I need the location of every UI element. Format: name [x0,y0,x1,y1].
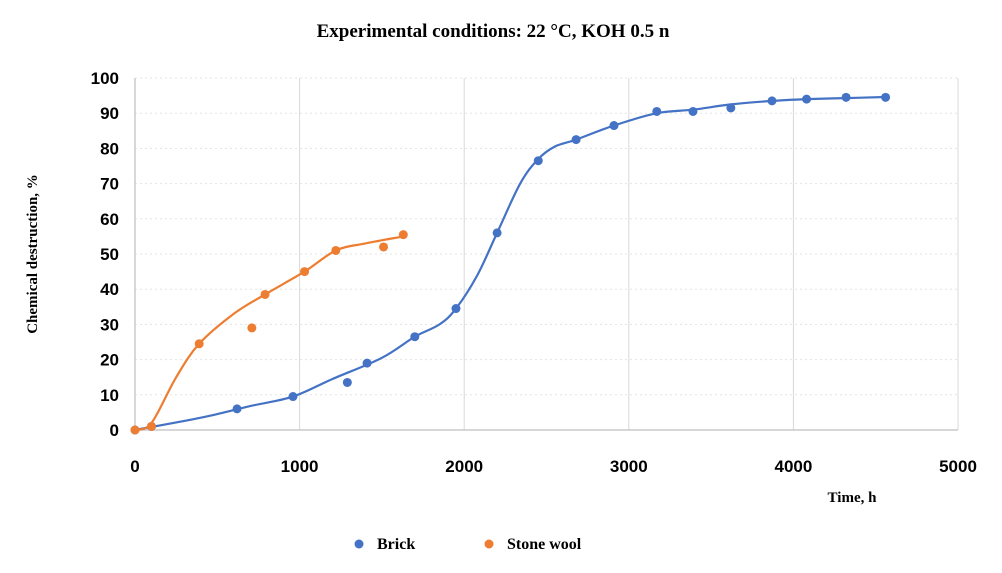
data-point-stone-wool [300,267,310,277]
data-point-stone-wool [194,339,204,349]
x-tick-labels: 0 1000 2000 3000 4000 5000 [130,457,977,476]
data-point-brick [410,332,420,342]
data-point-brick [232,404,242,414]
data-point-brick [288,392,298,402]
y-tick-label: 20 [100,351,119,370]
chart-title: Experimental conditions: 22 °C, KOH 0.5 … [317,21,670,42]
data-point-brick [881,92,891,102]
y-tick-label: 60 [100,210,119,229]
legend-marker-stone-wool [484,539,494,549]
y-axis-label: Chemical destruction, % [25,174,41,334]
x-tick-label: 0 [130,457,139,476]
data-point-brick [492,228,502,238]
data-point-brick [841,92,851,102]
legend-label-brick: Brick [377,536,415,553]
data-point-stone-wool [247,323,257,333]
data-point-stone-wool [379,242,389,252]
y-tick-label: 0 [110,421,119,440]
x-tick-label: 5000 [939,457,977,476]
data-point-stone-wool [260,289,270,299]
x-tick-label: 4000 [774,457,812,476]
data-point-brick [571,135,581,145]
data-point-brick [767,96,777,106]
x-axis-label: Time, h [828,490,878,506]
trend-line-stone-wool [134,235,404,432]
data-point-brick [362,358,372,368]
data-point-brick [609,121,619,131]
data-point-brick [802,94,812,104]
y-tick-label: 80 [100,139,119,158]
legend-label-stone-wool: Stone wool [507,536,582,553]
data-point-stone-wool [398,230,408,240]
grid [135,77,959,430]
y-tick-label: 50 [100,245,119,264]
legend: Brick Stone wool [354,536,582,553]
data-point-stone-wool [130,425,140,435]
data-point-stone-wool [146,421,156,431]
series [130,92,891,435]
x-tick-label: 2000 [445,457,483,476]
y-tick-label: 90 [100,104,119,123]
data-point-stone-wool [331,245,341,255]
axes [134,78,958,431]
data-point-brick [451,304,461,314]
x-tick-label: 3000 [610,457,648,476]
y-tick-label: 10 [100,386,119,405]
data-point-brick [688,106,698,116]
trend-line-brick [134,95,886,432]
data-point-brick [533,156,543,166]
y-tick-label: 40 [100,280,119,299]
x-tick-label: 1000 [281,457,319,476]
data-point-brick [726,103,736,113]
y-tick-label: 70 [100,175,119,194]
y-tick-label: 100 [91,69,119,88]
data-point-brick [652,106,662,116]
y-tick-labels: 0 10 20 30 40 50 60 70 80 90 100 [91,69,119,440]
data-point-brick [342,377,352,387]
legend-marker-brick [354,539,364,549]
y-tick-label: 30 [100,315,119,334]
